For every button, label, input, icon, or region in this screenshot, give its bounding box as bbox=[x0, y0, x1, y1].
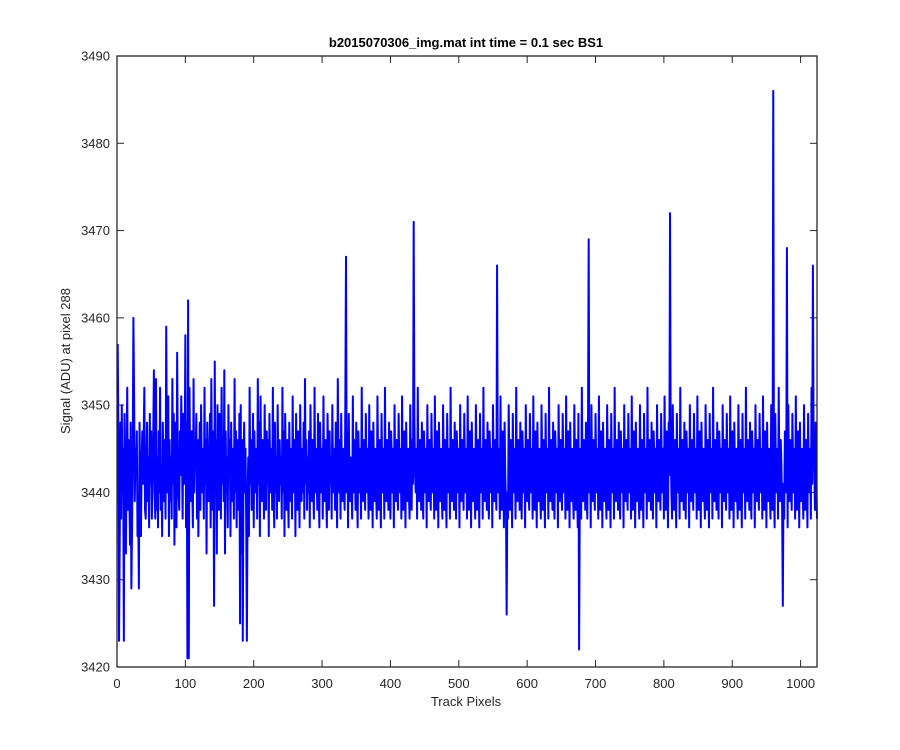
x-axis-label: Track Pixels bbox=[431, 694, 502, 709]
y-tick-label: 3430 bbox=[81, 572, 110, 587]
x-tick-label: 200 bbox=[243, 676, 265, 691]
x-tick-label: 0 bbox=[113, 676, 120, 691]
y-tick-label: 3450 bbox=[81, 398, 110, 413]
y-axis-label: Signal (ADU) at pixel 288 bbox=[58, 288, 73, 434]
y-tick-label: 3440 bbox=[81, 485, 110, 500]
y-tick-label: 3480 bbox=[81, 136, 110, 151]
series-line bbox=[116, 89, 818, 660]
tick-labels: 0 100 200 300 400 500 600 700 800 900 1000 3420 3430… bbox=[81, 49, 815, 692]
x-tick-label: 1000 bbox=[786, 676, 815, 691]
y-tick-label: 3490 bbox=[81, 49, 110, 64]
x-tick-label: 900 bbox=[721, 676, 743, 691]
x-tick-label: 400 bbox=[380, 676, 402, 691]
x-tick-label: 700 bbox=[585, 676, 607, 691]
x-tick-label: 800 bbox=[653, 676, 675, 691]
x-tick-label: 600 bbox=[516, 676, 538, 691]
chart-title: b2015070306_img.mat int time = 0.1 sec B… bbox=[329, 35, 603, 50]
x-tick-label: 100 bbox=[175, 676, 197, 691]
y-tick-label: 3470 bbox=[81, 223, 110, 238]
y-tick-label: 3460 bbox=[81, 310, 110, 325]
x-tick-label: 500 bbox=[448, 676, 470, 691]
plot-frame bbox=[116, 55, 818, 668]
y-tick-label: 3420 bbox=[81, 660, 110, 675]
x-tick-label: 300 bbox=[311, 676, 333, 691]
plot-area bbox=[117, 56, 817, 667]
